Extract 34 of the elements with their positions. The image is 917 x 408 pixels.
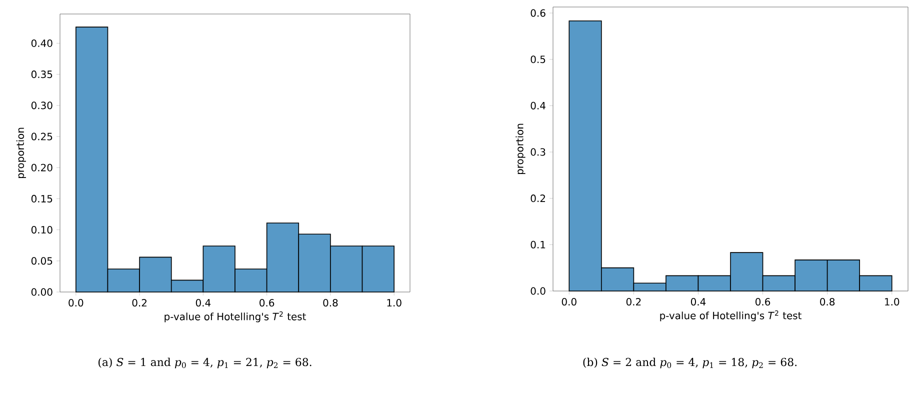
y-tick-label: 0.00 bbox=[31, 288, 52, 296]
y-tick-label: 0.35 bbox=[31, 70, 52, 78]
text: (a) S = 1 and p$_{0}$ = 4, p$_{1}$ = 21, p$_{2}$ = 68. bbox=[98, 358, 312, 368]
x-tick-label: 0.2 bbox=[132, 299, 146, 307]
x-axis-title: p-value of Hotelling's T$^{2}$ test bbox=[164, 311, 306, 322]
x-tick-label: 1.0 bbox=[387, 299, 402, 307]
y-tick-label: 0.30 bbox=[31, 102, 52, 110]
x-tick-label: 0.4 bbox=[196, 299, 211, 307]
y-tick-label: 0.2 bbox=[530, 194, 545, 202]
y-tick-label: 0.40 bbox=[31, 39, 52, 47]
y-tick-label: 0.4 bbox=[530, 102, 546, 110]
y-tick-label: 0.3 bbox=[530, 148, 546, 156]
y-tick-label: 0.6 bbox=[530, 9, 546, 17]
y-tick-label: 0.0 bbox=[530, 287, 546, 295]
y-tick-label: 0.05 bbox=[31, 257, 52, 265]
y-tick-label: 0.25 bbox=[31, 132, 52, 140]
y-tick-label: 0.15 bbox=[31, 194, 52, 202]
x-tick-label: 0.6 bbox=[756, 298, 770, 306]
x-tick-label: 0.2 bbox=[626, 298, 641, 306]
y-tick-label: 0.20 bbox=[31, 164, 52, 172]
x-tick-label: 1.0 bbox=[885, 298, 900, 306]
x-tick-label: 0.8 bbox=[323, 299, 338, 307]
y-tick-label: 0.10 bbox=[31, 226, 52, 234]
y-axis-title: proportion bbox=[16, 128, 26, 178]
y-tick-label: 0.1 bbox=[530, 240, 546, 248]
text: (b) S = 2 and p$_{0}$ = 4, p$_{1}$ = 18, p$_{2}$ = 68. bbox=[583, 358, 797, 368]
x-tick-label: 0.4 bbox=[690, 298, 706, 306]
x-tick-label: 0.0 bbox=[562, 298, 576, 306]
x-tick-label: 0.0 bbox=[68, 299, 84, 307]
y-axis-title: proportion bbox=[516, 124, 526, 174]
y-tick-label: 0.5 bbox=[530, 56, 546, 64]
x-tick-label: 0.6 bbox=[260, 299, 274, 307]
x-tick-label: 0.8 bbox=[820, 298, 835, 306]
x-axis-title: p-value of Hotelling's T$^{2}$ test bbox=[660, 310, 802, 322]
